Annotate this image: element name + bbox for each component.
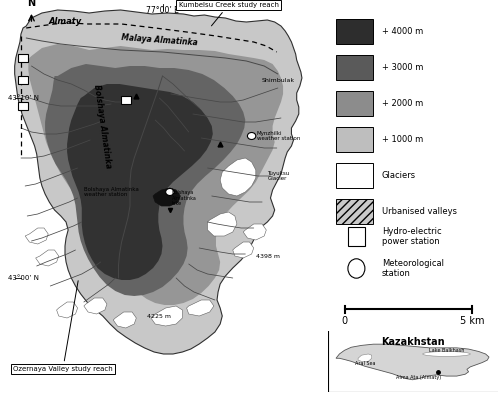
Bar	[120, 96, 131, 104]
Ellipse shape	[348, 259, 365, 278]
Bar	[18, 54, 28, 62]
Bar	[336, 19, 374, 44]
Text: + 4000 m: + 4000 m	[382, 27, 423, 36]
Polygon shape	[151, 306, 182, 326]
Polygon shape	[243, 224, 266, 240]
Text: Hydro-electric
power station: Hydro-electric power station	[382, 227, 442, 246]
Text: Lake Balkhash: Lake Balkhash	[429, 348, 464, 353]
Bar	[18, 102, 28, 110]
Polygon shape	[208, 212, 237, 236]
Polygon shape	[56, 302, 78, 318]
Text: Shimbulak: Shimbulak	[262, 78, 295, 82]
Bar	[336, 55, 374, 80]
Polygon shape	[186, 300, 214, 316]
Text: Ozernaya Valley study reach: Ozernaya Valley study reach	[13, 281, 113, 372]
Text: Alma Ata (Almaty): Alma Ata (Almaty)	[396, 375, 442, 380]
Polygon shape	[220, 158, 256, 196]
Polygon shape	[113, 312, 136, 328]
Text: Kumbelsu Creek study reach: Kumbelsu Creek study reach	[178, 2, 278, 26]
Bar	[336, 163, 374, 188]
Bar	[348, 227, 365, 246]
Polygon shape	[45, 64, 246, 296]
Text: Bolshaya Almatinka: Bolshaya Almatinka	[92, 84, 113, 169]
Text: + 3000 m: + 3000 m	[382, 63, 424, 72]
Polygon shape	[336, 344, 489, 380]
Polygon shape	[232, 242, 254, 258]
Text: Mynzhilki
weather station: Mynzhilki weather station	[257, 131, 300, 141]
Text: Almaty: Almaty	[48, 17, 82, 25]
Text: Glaciers: Glaciers	[382, 171, 416, 180]
Polygon shape	[67, 84, 213, 280]
Text: Malaya Almatinka: Malaya Almatinka	[121, 33, 198, 47]
Text: Meteorological
station: Meteorological station	[382, 259, 444, 278]
Polygon shape	[14, 10, 302, 354]
Ellipse shape	[166, 188, 174, 196]
Polygon shape	[28, 44, 283, 305]
Bar	[336, 91, 374, 116]
Text: Aral Sea: Aral Sea	[354, 361, 375, 366]
Text: + 2000 m: + 2000 m	[382, 99, 423, 108]
Bar	[336, 199, 374, 224]
Text: Tuyuksu
Glacier: Tuyuksu Glacier	[268, 171, 289, 181]
Polygon shape	[23, 14, 89, 42]
Text: 43°00’ N: 43°00’ N	[8, 275, 40, 281]
Bar	[336, 127, 374, 152]
Text: + 1000 m: + 1000 m	[382, 135, 423, 144]
Text: 77°00’ E: 77°00’ E	[146, 6, 179, 15]
Text: 5 km: 5 km	[460, 316, 484, 326]
Polygon shape	[36, 250, 59, 266]
Text: Bolshaya Almatinka
weather station: Bolshaya Almatinka weather station	[84, 187, 138, 197]
Text: Bolshaya
Almatinka
lake: Bolshaya Almatinka lake	[172, 190, 197, 206]
Text: 43°10’ N: 43°10’ N	[8, 95, 40, 101]
Polygon shape	[358, 354, 372, 361]
Text: 4398 m: 4398 m	[256, 253, 280, 259]
Polygon shape	[25, 228, 48, 244]
Bar	[18, 76, 28, 84]
Ellipse shape	[248, 133, 256, 139]
Text: 4225 m: 4225 m	[148, 314, 172, 318]
Text: 0: 0	[342, 316, 347, 326]
Text: Urbanised valleys: Urbanised valleys	[382, 207, 457, 216]
Polygon shape	[153, 188, 180, 206]
Text: N: N	[28, 0, 36, 8]
Polygon shape	[84, 298, 107, 314]
Ellipse shape	[422, 352, 470, 356]
Text: Kazakhstan: Kazakhstan	[380, 337, 444, 347]
